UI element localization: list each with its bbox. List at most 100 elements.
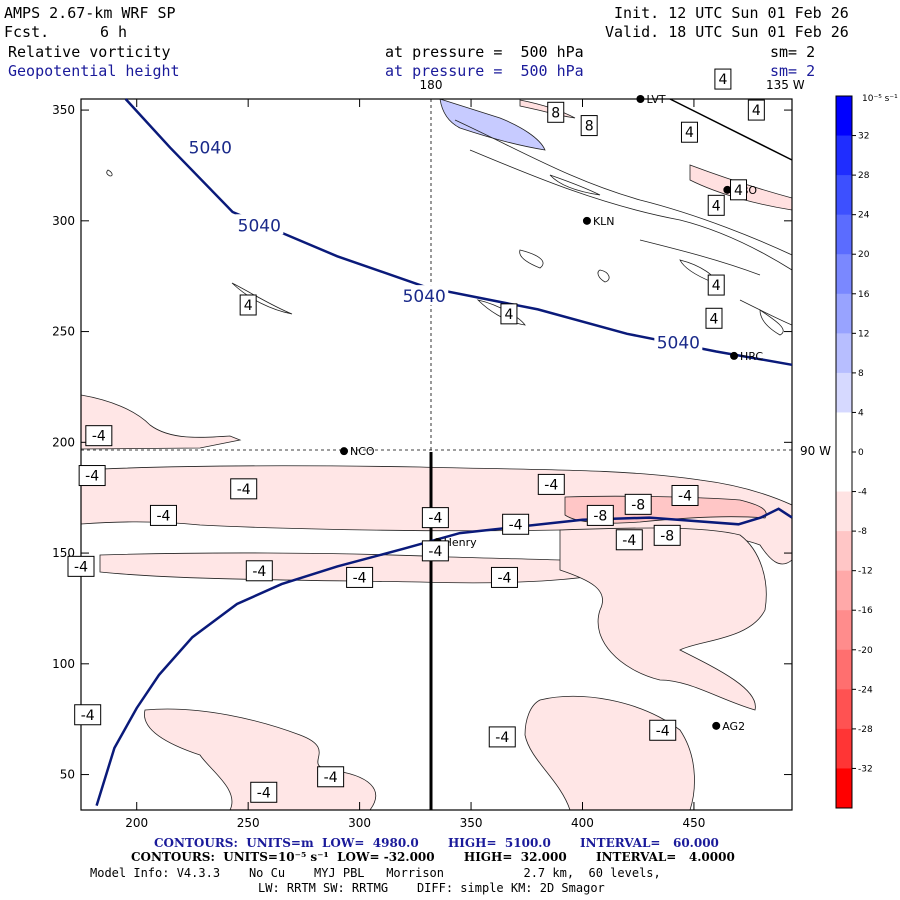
y-tick-label: 250 — [52, 325, 75, 339]
lon-135w-label: 135 W — [766, 78, 805, 92]
colorbar-tick-label: 16 — [858, 290, 870, 300]
pos-vorticity-label: 4 — [504, 307, 513, 323]
neg-vorticity-label-box — [671, 484, 699, 506]
pos-contour — [759, 309, 784, 336]
colorbar-tick-label: -32 — [858, 764, 873, 774]
y-tick-label: 300 — [52, 214, 75, 228]
neg-vorticity-label: -4 — [495, 730, 509, 746]
colorbar-unit: 10⁻⁵ s⁻¹ — [862, 94, 898, 104]
colorbar-swatch — [836, 452, 852, 493]
pos-vorticity-label: 4 — [752, 103, 761, 119]
colorbar-swatch — [836, 96, 852, 137]
neg-vorticity-label-box — [653, 524, 681, 546]
valid-time: Valid. 18 UTC Sun 01 Feb 26 — [605, 23, 849, 41]
neg-vorticity-label: -4 — [81, 708, 95, 724]
lon-180-label: 180 — [420, 78, 443, 92]
pos-vorticity-label-box — [707, 274, 725, 296]
pos-contour — [106, 169, 113, 177]
neg-vorticity-label-box — [230, 478, 258, 500]
neg-vorticity-label-box — [624, 493, 652, 515]
pos-contour — [519, 249, 544, 269]
height-label-bg — [400, 285, 449, 306]
neg-vorticity-label: -4 — [678, 488, 692, 504]
neg-vorticity-label-box — [490, 566, 518, 588]
neg-vorticity-label-box — [421, 507, 449, 529]
neg-vorticity-label: -4 — [622, 533, 636, 549]
neg-vorticity-label-box — [245, 560, 273, 582]
pos-vorticity-label: 4 — [710, 311, 719, 327]
neg-vorticity-label: -4 — [544, 477, 558, 493]
colorbar-swatch — [836, 768, 852, 809]
height-contour-label: 5040 — [238, 216, 281, 236]
plot-frame — [80, 98, 793, 811]
colorbar-tick-label: -12 — [858, 567, 873, 577]
pos-vorticity-label-box — [730, 179, 748, 201]
colorbar-swatch — [836, 333, 852, 374]
colorbar-swatch — [836, 689, 852, 730]
pos-contour — [454, 119, 792, 256]
neg-vorticity-label-box — [488, 726, 516, 748]
colorbar-swatch — [836, 135, 852, 176]
colorbar-tick-label: 20 — [858, 250, 870, 260]
neg-vorticity-label: -4 — [156, 508, 170, 524]
station-label: HRC — [740, 350, 763, 363]
height-contour-info: CONTOURS: UNITS=m LOW= 4980.0 HIGH= 5100… — [154, 836, 719, 850]
station-marker — [730, 351, 739, 360]
colorbar-tick-label: -16 — [858, 606, 873, 616]
neg-vort-region — [524, 695, 695, 810]
neg-vorticity-label: -8 — [593, 508, 607, 524]
station-label: NCO — [350, 445, 375, 458]
neg-vorticity-label-box — [615, 529, 643, 551]
station-label: AG2 — [722, 720, 745, 733]
field1-level: at pressure = 500 hPa — [385, 43, 584, 61]
neg-vorticity-label: -4 — [656, 723, 670, 739]
x-tick-label: 350 — [460, 816, 483, 830]
colorbar-swatch — [836, 254, 852, 295]
station-marker — [712, 721, 721, 730]
pos-contour — [469, 149, 792, 271]
neg-vorticity-label-box — [502, 513, 530, 535]
neg-vorticity-label: -4 — [324, 770, 338, 786]
pos-vorticity-label-box — [705, 307, 723, 329]
pos-vorticity-label: 4 — [685, 125, 694, 141]
station-marker — [582, 216, 591, 225]
pos-vorticity-label-box — [707, 194, 725, 216]
neg-vorticity-label-box — [346, 566, 374, 588]
pos-contour — [639, 239, 761, 276]
colorbar-tick-label: -20 — [858, 646, 873, 656]
station-marker — [636, 95, 645, 103]
colorbar-swatch — [836, 372, 852, 413]
vorticity-contour-info: CONTOURS: UNITS=10⁻⁵ s⁻¹ LOW= -32.000 HI… — [131, 850, 735, 864]
pos-vorticity-label: 4 — [718, 72, 727, 88]
pos-vorticity-label: 4 — [712, 198, 721, 214]
neg-vorticity-label: -8 — [631, 497, 645, 513]
pos-vorticity-label: 4 — [712, 278, 721, 294]
neg-vorticity-label-box — [537, 473, 565, 495]
field1-name: Relative vorticity — [8, 43, 171, 61]
neg-vort-region — [81, 394, 242, 450]
colorbar: 32 28 24 20 16 12 8 4 0 -4 -8 -12 -16 -20 -24 -28 -32 — [835, 95, 873, 809]
neg-vorticity-label: -4 — [92, 429, 106, 445]
x-tick-label: 300 — [348, 816, 371, 830]
colorbar-tick-label: 24 — [858, 211, 870, 221]
station-label: LVT — [646, 93, 665, 106]
pos-vorticity-label-box — [747, 99, 765, 121]
neg-vorticity-label: -4 — [257, 785, 271, 801]
pos-vorticity-label-box — [500, 303, 518, 325]
coastline — [669, 98, 793, 161]
colorbar-swatch — [836, 175, 852, 216]
neg-vorticity-label-box — [149, 504, 177, 526]
init-time: Init. 12 UTC Sun 01 Feb 26 — [614, 4, 849, 22]
neg-vorticity-label-box — [250, 781, 278, 803]
height-label-bg — [186, 136, 235, 157]
forecast-label: Fcst. — [4, 23, 50, 41]
colorbar-tick-label: 12 — [858, 329, 869, 339]
y-tick-label: 100 — [52, 657, 75, 671]
neg-vorticity-label-box — [421, 540, 449, 562]
field2-name: Geopotential height — [8, 62, 180, 80]
height-label-bg — [235, 214, 284, 235]
colorbar-tick-label: -24 — [858, 685, 873, 695]
